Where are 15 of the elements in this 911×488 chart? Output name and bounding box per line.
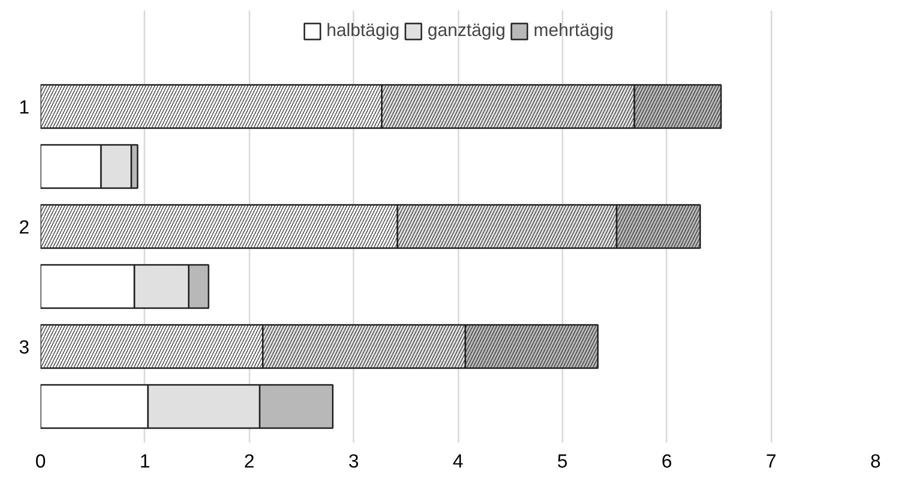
- x-tick-label: 3: [348, 452, 359, 472]
- x-tick-label: 6: [661, 452, 672, 472]
- legend-label: ganztägig: [427, 20, 506, 41]
- legend-label: mehrtägig: [534, 20, 614, 41]
- y-tick-label: 2: [18, 218, 30, 238]
- x-tick-label: 1: [140, 452, 150, 472]
- x-tick-label: 8: [870, 452, 881, 472]
- legend-label: halbtägig: [326, 20, 400, 41]
- x-tick-label: 7: [766, 452, 776, 472]
- x-tick-label: 0: [35, 452, 46, 472]
- x-tick-label: 2: [244, 452, 255, 472]
- x-tick-label: 4: [452, 452, 464, 472]
- y-tick-label: 1: [18, 98, 30, 118]
- x-tick-label: 5: [557, 452, 568, 472]
- y-tick-label: 3: [18, 338, 30, 358]
